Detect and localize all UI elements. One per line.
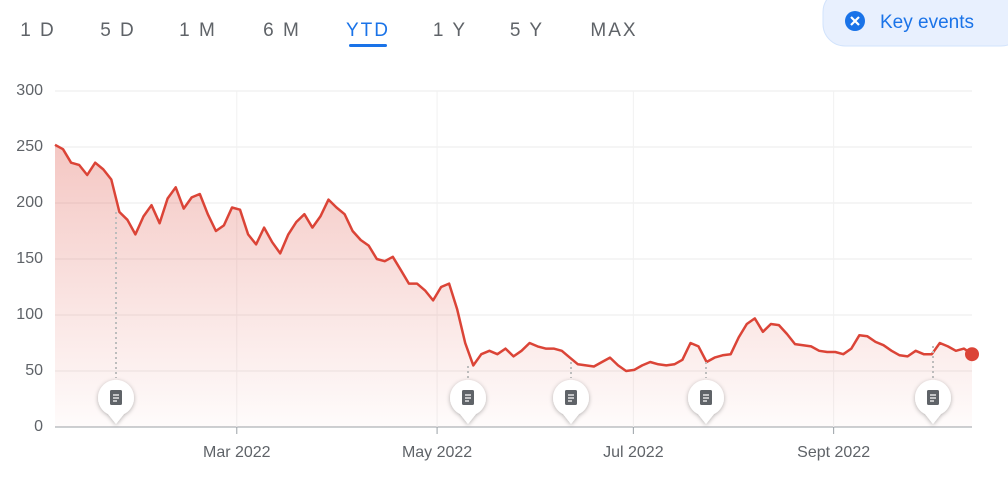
- range-button[interactable]: YTD: [346, 20, 390, 41]
- x-tick-label: Jul 2022: [603, 444, 664, 461]
- range-button[interactable]: 5 D: [100, 20, 136, 41]
- y-tick-label: 200: [16, 194, 43, 211]
- event-marker[interactable]: [98, 379, 135, 424]
- range-button[interactable]: 1 Y: [433, 20, 467, 41]
- key-event-markers: [98, 212, 952, 424]
- x-tick-label: May 2022: [402, 444, 472, 461]
- x-tick-label: Sept 2022: [797, 444, 870, 461]
- event-marker[interactable]: [553, 379, 590, 424]
- range-button[interactable]: 6 M: [263, 20, 301, 41]
- y-tick-label: 100: [16, 306, 43, 323]
- y-tick-label: 150: [16, 250, 43, 267]
- area-fill: [55, 144, 972, 428]
- active-underline: [349, 44, 387, 47]
- event-icon-lines[interactable]: [930, 394, 936, 402]
- range-button[interactable]: MAX: [590, 20, 637, 41]
- event-icon-lines[interactable]: [465, 394, 471, 402]
- range-button[interactable]: 1 D: [20, 20, 56, 41]
- x-tick-label: Mar 2022: [203, 444, 271, 461]
- y-tick-label: 50: [25, 362, 43, 379]
- y-tick-label: 300: [16, 82, 43, 99]
- event-marker[interactable]: [450, 379, 486, 424]
- last-price-dot: [965, 347, 979, 362]
- y-tick-label: 0: [34, 418, 43, 435]
- event-icon-lines[interactable]: [568, 394, 574, 402]
- key-events-button[interactable]: Key events: [822, 0, 1008, 47]
- price-line: [54, 143, 973, 373]
- event-marker[interactable]: [915, 379, 952, 424]
- range-button[interactable]: 1 M: [179, 20, 217, 41]
- event-marker[interactable]: [687, 379, 724, 424]
- range-button[interactable]: 5 Y: [510, 20, 544, 41]
- y-tick-label: 250: [16, 138, 43, 155]
- event-icon-lines[interactable]: [113, 394, 119, 402]
- event-icon-lines[interactable]: [703, 394, 709, 402]
- key-events-label[interactable]: Key events: [880, 12, 974, 33]
